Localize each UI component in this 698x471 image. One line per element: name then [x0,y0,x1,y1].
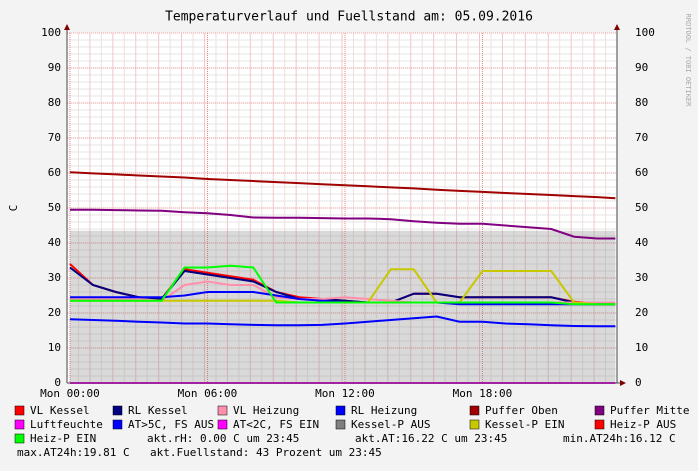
legend-label: VL Heizung [233,404,299,417]
y2-tick-label: 40 [635,236,648,249]
footer-text: akt.Fuellstand: 43 Prozent um 23:45 [150,446,382,459]
legend-label: Puffer Oben [485,404,558,417]
line [69,315,616,328]
y-tick-label: 40 [48,236,61,249]
footer-text: akt.rH: 0.00 C um 23:45 [147,432,299,445]
legend-swatch [335,405,346,416]
side-note: RRDTOOL / TOBI OETIKER [684,14,692,108]
y-tick-label: 0 [54,376,61,389]
line [69,264,616,306]
legend-swatch [112,405,123,416]
line [69,208,616,240]
footer-text: max.AT24h:19.81 C [17,446,130,459]
footer-text: akt.AT:16.22 C um 23:45 [355,432,507,445]
arrow [614,24,620,30]
arrow [620,380,626,386]
line [69,171,616,200]
y2-tick-label: 90 [635,61,648,74]
chart-title: Temperaturverlauf und Fuellstand am: 05.… [165,10,533,25]
footer-text: min.AT24h:16.12 C [563,432,676,445]
legend-label: Luftfeuchte [30,418,103,431]
legend-label: RL Heizung [351,404,417,417]
legend-swatch [14,405,25,416]
y-tick-label: 20 [48,306,61,319]
y2-tick-label: 0 [635,376,642,389]
legend-swatch [14,433,25,444]
legend-swatch [469,419,480,430]
y-tick-label: 80 [48,96,61,109]
y-tick-label: 50 [48,201,61,214]
arrow [64,24,70,30]
y-tick-label: 60 [48,166,61,179]
legend-label: AT>5C, FS AUS [128,418,214,431]
legend-label: VL Kessel [30,404,90,417]
area [69,230,616,383]
y-tick-label: 70 [48,131,61,144]
y-tick-label: 30 [48,271,61,284]
legend-label: Heiz-P AUS [610,418,676,431]
legend-label: Puffer Mitte [610,404,689,417]
y-tick-label: 10 [48,341,61,354]
y2-tick-label: 60 [635,166,648,179]
legend-swatch [594,405,605,416]
legend-swatch [217,405,228,416]
legend-swatch [112,419,123,430]
y2-tick-label: 100 [635,26,655,39]
y-tick-label: 100 [41,26,61,39]
y2-tick-label: 30 [635,271,648,284]
legend-label: Kessel-P EIN [485,418,564,431]
y2-tick-label: 80 [635,96,648,109]
legend-swatch [217,419,228,430]
y-axis-label: C [7,205,20,212]
legend-label: RL Kessel [128,404,188,417]
x-tick-label: Mon 06:00 [178,387,238,400]
legend-label: AT<2C, FS EIN [233,418,319,431]
y2-tick-label: 20 [635,306,648,319]
y2-tick-label: 70 [635,131,648,144]
x-tick-label: Mon 00:00 [40,387,100,400]
legend-label: Kessel-P AUS [351,418,430,431]
y-tick-label: 90 [48,61,61,74]
x-tick-label: Mon 18:00 [453,387,513,400]
y2-tick-label: 50 [635,201,648,214]
legend-swatch [335,419,346,430]
legend-swatch [469,405,480,416]
y2-tick-label: 10 [635,341,648,354]
legend-swatch [594,419,605,430]
x-tick-label: Mon 12:00 [315,387,375,400]
legend-label: Heiz-P EIN [30,432,96,445]
legend-swatch [14,419,25,430]
